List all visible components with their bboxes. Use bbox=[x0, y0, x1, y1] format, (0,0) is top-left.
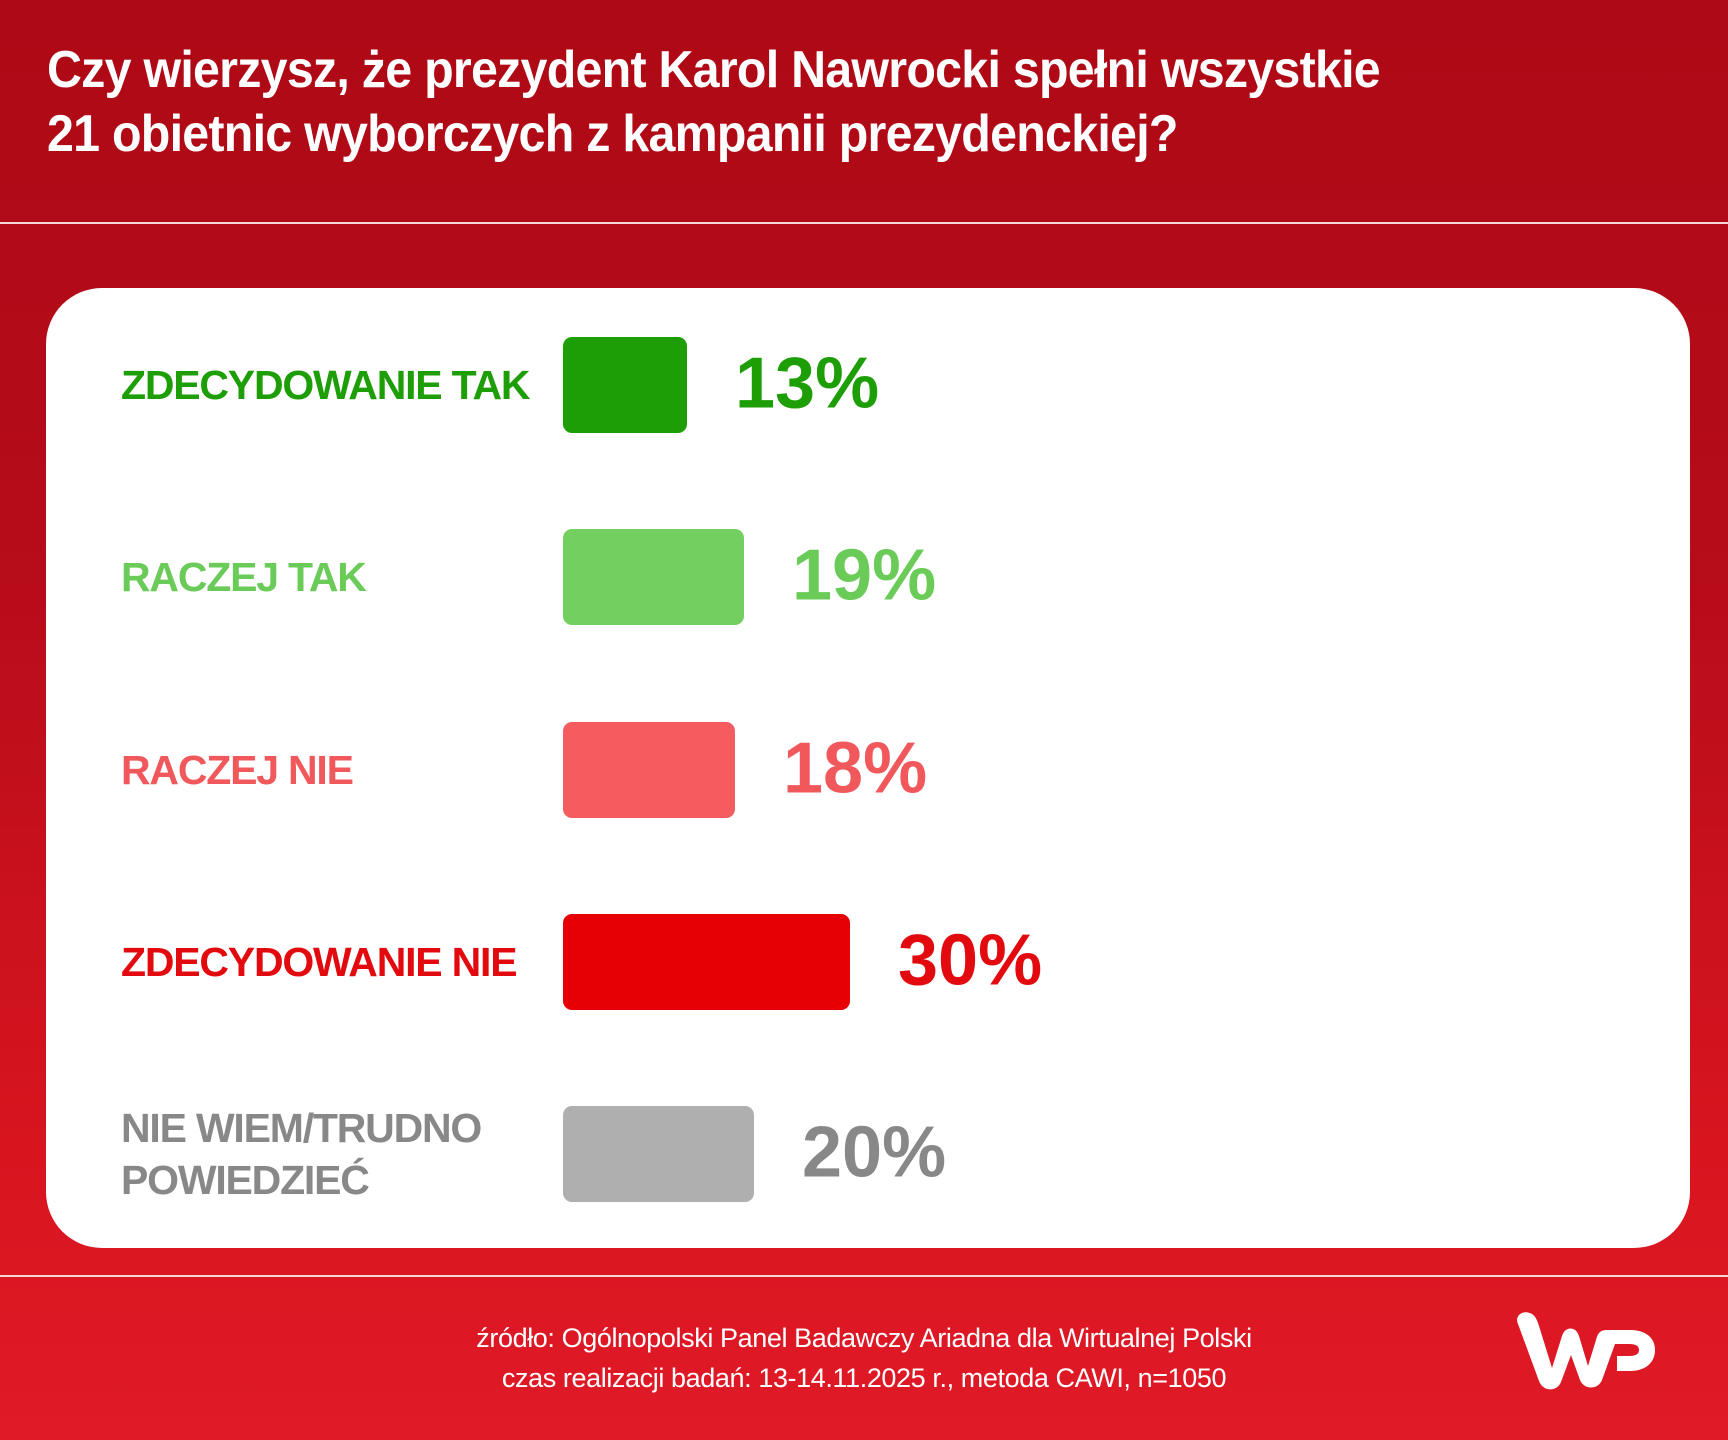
title-line-2: 21 obietnic wyborczych z kampanii prezyd… bbox=[47, 105, 1178, 163]
header-divider bbox=[0, 222, 1728, 224]
category-label-line: RACZEJ NIE bbox=[121, 747, 354, 793]
bar-row-zdecydowanie-tak: ZDECYDOWANIE TAK 13% bbox=[46, 337, 1690, 433]
category-label: NIE WIEM/TRUDNO POWIEDZIEĆ bbox=[121, 1102, 482, 1206]
chart-card: ZDECYDOWANIE TAK 13% RACZEJ TAK 19% RACZ… bbox=[46, 288, 1690, 1248]
bar bbox=[563, 337, 687, 433]
chart-title: Czy wierzysz, że prezydent Karol Nawrock… bbox=[47, 38, 1707, 166]
bar-row-nie-wiem: NIE WIEM/TRUDNO POWIEDZIEĆ 20% bbox=[46, 1105, 1690, 1203]
category-label-line: NIE WIEM/TRUDNO bbox=[121, 1105, 482, 1151]
wp-logo-icon bbox=[1517, 1312, 1655, 1390]
source-text: źródło: Ogólnopolski Panel Badawczy Aria… bbox=[476, 1323, 1252, 1353]
category-label-line: ZDECYDOWANIE NIE bbox=[121, 939, 518, 985]
title-line-1: Czy wierzysz, że prezydent Karol Nawrock… bbox=[47, 41, 1381, 99]
bar bbox=[563, 914, 850, 1010]
category-label: RACZEJ TAK bbox=[121, 551, 367, 603]
category-label: RACZEJ NIE bbox=[121, 744, 354, 796]
bar-row-raczej-tak: RACZEJ TAK 19% bbox=[46, 529, 1690, 625]
bar bbox=[563, 529, 744, 625]
bar bbox=[563, 722, 735, 818]
footer-source: źródło: Ogólnopolski Panel Badawczy Aria… bbox=[0, 1318, 1728, 1398]
category-label-line: ZDECYDOWANIE TAK bbox=[121, 362, 530, 408]
value-label: 18% bbox=[783, 728, 928, 809]
value-label: 30% bbox=[898, 920, 1043, 1001]
bar bbox=[563, 1106, 754, 1202]
bar-row-raczej-nie: RACZEJ NIE 18% bbox=[46, 722, 1690, 818]
value-label: 13% bbox=[735, 343, 880, 424]
footer-divider bbox=[0, 1275, 1728, 1277]
method-text: czas realizacji badań: 13-14.11.2025 r.,… bbox=[501, 1363, 1227, 1393]
category-label-line: POWIEDZIEĆ bbox=[121, 1157, 370, 1203]
category-label-line: RACZEJ TAK bbox=[121, 554, 367, 600]
value-label: 19% bbox=[792, 535, 937, 616]
category-label: ZDECYDOWANIE NIE bbox=[121, 936, 518, 988]
category-label: ZDECYDOWANIE TAK bbox=[121, 359, 530, 411]
value-label: 20% bbox=[802, 1112, 947, 1193]
bar-row-zdecydowanie-nie: ZDECYDOWANIE NIE 30% bbox=[46, 914, 1690, 1010]
